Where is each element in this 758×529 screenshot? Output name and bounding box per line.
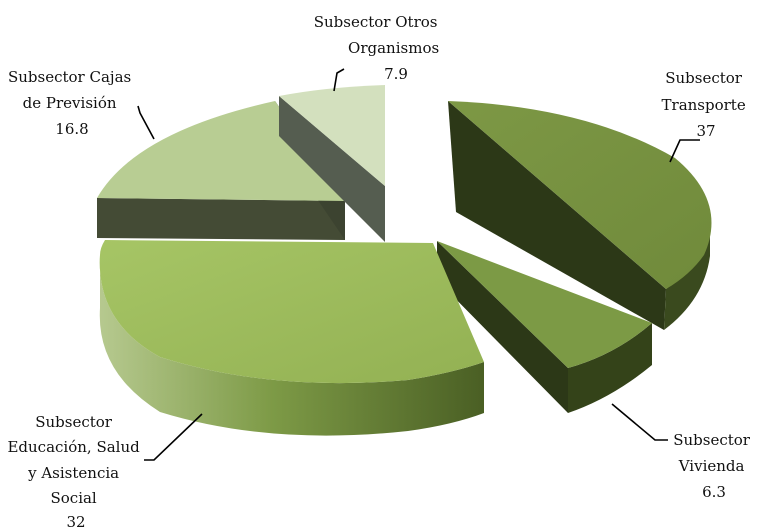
slice-vivienda-side-inner: [437, 241, 568, 413]
label-educacion-line-1: Subsector: [35, 413, 113, 431]
slice-otros-side: [279, 96, 385, 242]
leader-line-cajas: [137, 105, 155, 140]
slice-transporte-side-inner: [448, 101, 666, 330]
label-cajas-line-1: Subsector Cajas: [8, 68, 131, 86]
value-transporte: 37: [696, 122, 715, 140]
label-educacion-line-4: Social: [50, 489, 96, 507]
label-vivienda: Subsector Vivienda 6.3: [673, 431, 755, 501]
leader-line-educacion: [144, 413, 203, 461]
label-educacion: Subsector Educación, Salud y Asistencia …: [7, 413, 144, 529]
slice-vivienda-side-outer: [568, 323, 652, 413]
label-educacion-line-3: y Asistencia: [27, 464, 119, 482]
label-vivienda-line-2: Vivienda: [678, 457, 745, 475]
slice-vivienda: [437, 241, 652, 413]
slice-educacion: [99, 240, 484, 436]
slice-transporte: [448, 101, 712, 330]
label-cajas-line-2: de Previsión: [23, 94, 117, 112]
value-cajas: 16.8: [55, 120, 88, 138]
label-vivienda-line-1: Subsector: [673, 431, 751, 449]
slice-otros-top: [279, 85, 385, 186]
slice-educacion-side-outer: [99, 255, 484, 436]
leader-line-transporte: [669, 139, 700, 163]
label-educacion-line-2: Educación, Salud: [7, 438, 140, 456]
slice-vivienda-top: [437, 241, 652, 368]
value-vivienda: 6.3: [702, 483, 726, 501]
label-cajas: Subsector Cajas de Previsión 16.8: [8, 68, 136, 138]
leader-line-vivienda: [611, 403, 668, 441]
slice-educacion-top: [99, 240, 484, 384]
slice-transporte-top: [448, 101, 712, 289]
label-transporte-line-2: Transporte: [662, 96, 746, 114]
label-otros: Subsector Otros Organismos 7.9: [314, 13, 444, 83]
value-otros: 7.9: [384, 65, 408, 83]
slice-otros: [279, 85, 385, 242]
label-transporte: Subsector Transporte 37: [662, 69, 751, 140]
label-transporte-line-1: Subsector: [665, 69, 743, 87]
label-otros-line-1: Subsector Otros: [314, 13, 438, 31]
leader-line-otros: [333, 68, 345, 92]
slice-cajas-side-left: [97, 198, 345, 240]
label-otros-line-2: Organismos: [348, 39, 439, 57]
value-educacion: 32: [66, 513, 85, 529]
